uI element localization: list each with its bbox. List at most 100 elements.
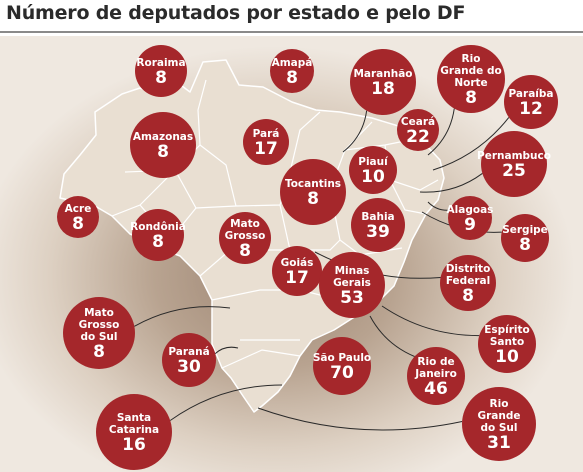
deputy-count-bahia: 39 [366, 222, 390, 242]
leader-line-rio-de-janeiro [369, 315, 415, 357]
deputy-count-mato-grosso: 8 [239, 241, 251, 261]
leader-line-rio-grande-do-sul [257, 407, 463, 431]
bubble-circle-tocantins [280, 159, 346, 225]
state-name-tocantins: Tocantins [285, 178, 341, 190]
state-name-rio-grande-do-norte: Grande do [440, 65, 501, 77]
leader-line-maranhao [342, 110, 368, 153]
bubble-circle-rondonia [132, 209, 184, 261]
deputy-count-amapa: 8 [286, 68, 298, 88]
state-name-rio-grande-do-sul: do Sul [480, 422, 517, 434]
state-name-rondonia: Rondônia [130, 221, 186, 233]
deputy-count-sergipe: 8 [519, 235, 531, 255]
title-divider [0, 31, 583, 33]
state-name-ceara: Ceará [401, 116, 435, 128]
bubble-circle-goias [272, 246, 322, 296]
state-name-alagoas: Alagoas [447, 204, 494, 216]
deputy-count-minas-gerais: 53 [340, 288, 364, 308]
state-name-santa-catarina: Catarina [109, 424, 159, 436]
state-name-rio-de-janeiro: Janeiro [414, 368, 457, 380]
state-name-goias: Goiás [281, 257, 314, 269]
state-name-para: Pará [253, 128, 280, 140]
leader-line-mato-grosso-do-sul [134, 306, 231, 327]
state-name-rio-grande-do-norte: Norte [454, 77, 487, 89]
bubble-circle-paraiba [504, 75, 558, 129]
state-name-sao-paulo: São Paulo [313, 352, 371, 364]
bubble-circle-bahia [351, 198, 405, 252]
bubble-circle-minas-gerais [319, 252, 385, 318]
deputy-count-rio-de-janeiro: 46 [424, 379, 448, 399]
state-name-amazonas: Amazonas [133, 131, 193, 143]
state-name-espirito-santo: Espírito [484, 324, 530, 336]
state-name-mato-grosso-do-sul: do Sul [80, 331, 117, 343]
state-name-distrito-federal: Federal [446, 275, 490, 287]
bubble-circle-alagoas [448, 196, 492, 240]
deputy-count-amazonas: 8 [157, 142, 169, 162]
state-name-minas-gerais: Minas [335, 265, 370, 277]
state-name-minas-gerais: Gerais [333, 277, 371, 289]
deputy-count-santa-catarina: 16 [122, 435, 146, 455]
deputy-count-acre: 8 [72, 214, 84, 234]
deputy-count-goias: 17 [285, 268, 309, 288]
state-name-rio-grande-do-norte: Rio [462, 53, 481, 65]
bubble-circle-ceara [397, 109, 439, 151]
deputy-count-pernambuco: 25 [502, 161, 526, 181]
leader-line-paraiba [432, 117, 510, 171]
state-name-mato-grosso-do-sul: Mato [84, 307, 114, 319]
deputy-count-rio-grande-do-sul: 31 [487, 433, 511, 453]
deputy-count-rondonia: 8 [152, 232, 164, 252]
bubble-circle-maranhao [350, 49, 416, 115]
deputy-count-maranhao: 18 [371, 79, 395, 99]
bubble-circle-rio-grande-do-sul [462, 387, 536, 461]
state-name-rio-grande-do-sul: Grande [478, 410, 521, 422]
state-name-mato-grosso: Mato [230, 218, 260, 230]
state-name-sergipe: Sergipe [502, 224, 548, 236]
bubble-circle-mato-grosso [219, 212, 271, 264]
bubble-circle-mato-grosso-do-sul [63, 297, 135, 369]
state-name-mato-grosso: Grosso [225, 230, 266, 242]
leader-line-parana [214, 346, 239, 354]
bubble-circle-rio-grande-do-norte [437, 45, 505, 113]
deputy-count-distrito-federal: 8 [462, 286, 474, 306]
state-name-paraiba: Paraíba [509, 88, 554, 100]
leader-line-pernambuco [419, 173, 483, 193]
deputy-count-tocantins: 8 [307, 189, 319, 209]
state-name-mato-grosso-do-sul: Grosso [79, 319, 120, 331]
state-name-acre: Acre [65, 203, 92, 215]
deputy-count-roraima: 8 [155, 68, 167, 88]
leader-line-rio-grande-do-norte [427, 108, 455, 156]
bubble-circle-sergipe [501, 214, 549, 262]
state-name-parana: Paraná [168, 346, 209, 358]
bubble-circle-amazonas [130, 112, 196, 178]
bubble-circle-piaui [349, 146, 397, 194]
state-name-roraima: Roraima [136, 57, 185, 69]
state-name-santa-catarina: Santa [117, 412, 151, 424]
leader-line-santa-catarina [169, 384, 283, 421]
bubble-circle-parana [162, 333, 216, 387]
bubble-circle-amapa [270, 49, 314, 93]
deputy-count-sao-paulo: 70 [330, 363, 354, 383]
